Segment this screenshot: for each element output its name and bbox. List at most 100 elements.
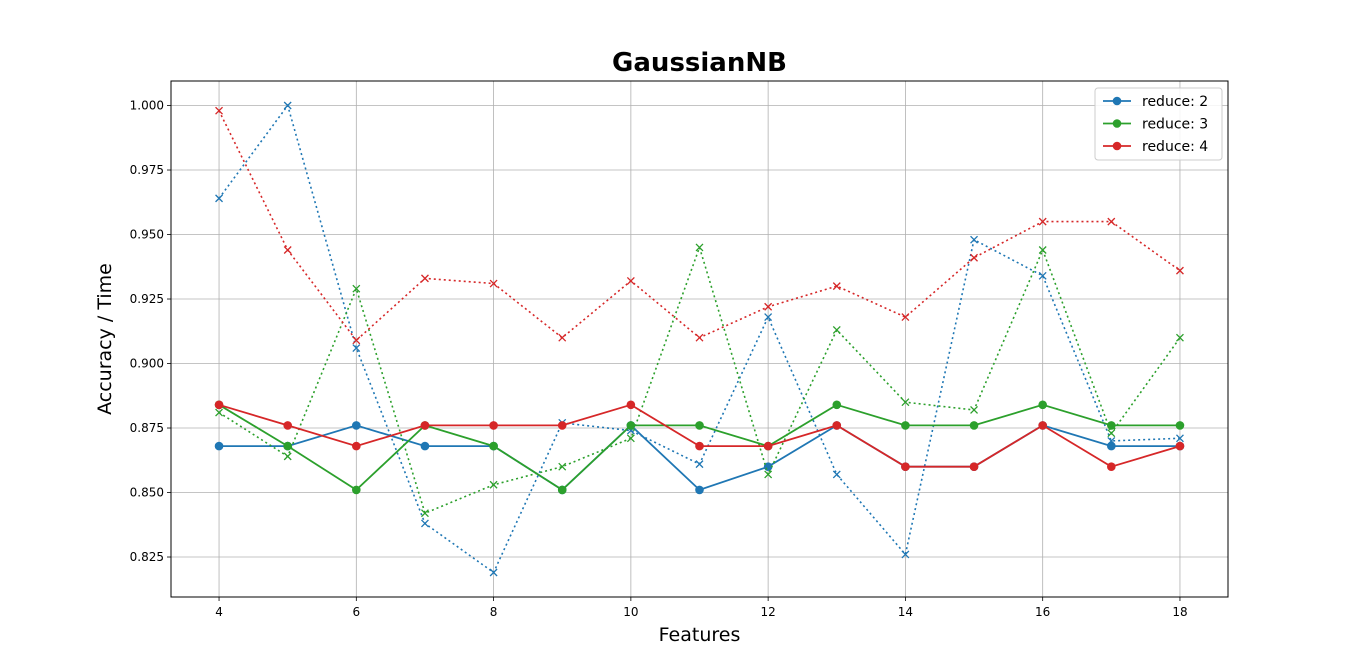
accuracy-point	[352, 421, 361, 430]
accuracy-point	[763, 441, 773, 451]
legend-item: reduce: 4	[1103, 139, 1208, 155]
y-tick-label: 0.925	[130, 292, 164, 306]
time-point	[764, 313, 773, 322]
x-tick-label: 16	[1035, 605, 1050, 619]
time-point	[1175, 266, 1184, 275]
time-point	[695, 243, 704, 252]
accuracy-point	[695, 421, 704, 430]
accuracy-point	[1038, 400, 1047, 410]
time-point	[764, 470, 773, 479]
x-tick-label: 6	[352, 605, 360, 619]
time-point	[1107, 217, 1116, 226]
time-point	[970, 253, 979, 262]
accuracy-point	[1175, 421, 1185, 430]
accuracy-point	[283, 421, 292, 430]
accuracy-point	[969, 421, 979, 430]
x-tick-label: 14	[898, 605, 913, 619]
legend-label: reduce: 2	[1142, 94, 1208, 110]
x-tick-label: 8	[490, 605, 498, 619]
time-point	[489, 480, 498, 489]
accuracy-point	[695, 485, 704, 495]
time-point	[283, 246, 292, 254]
legend-label: reduce: 4	[1142, 139, 1208, 155]
accuracy-point	[969, 462, 979, 472]
plot-area-frame	[170, 80, 1229, 598]
time-point	[1038, 246, 1047, 254]
accuracy-point	[695, 441, 704, 451]
accuracy-point	[901, 462, 910, 472]
y-tick-label: 0.875	[130, 421, 164, 435]
time-point	[352, 344, 361, 352]
y-tick-label: 0.825	[130, 550, 164, 564]
time-point	[420, 509, 429, 518]
time-point	[489, 568, 498, 577]
chart-title: GaussianNB	[612, 48, 787, 78]
legend-box	[1094, 87, 1223, 161]
x-tick-label: 12	[760, 605, 775, 619]
time-point	[970, 235, 979, 244]
y-tick-label: 0.900	[130, 357, 164, 371]
time-point	[832, 326, 841, 334]
time-point	[832, 470, 841, 479]
accuracy-point	[626, 400, 636, 410]
x-tick-label: 4	[215, 605, 223, 619]
y-tick-label: 0.975	[130, 163, 164, 177]
legend-item: reduce: 2	[1103, 94, 1208, 110]
accuracy-point	[1107, 421, 1116, 430]
accuracy-point	[214, 400, 224, 410]
accuracy-point	[283, 441, 292, 451]
series-2	[214, 243, 1185, 518]
time-point	[832, 282, 841, 291]
time-point	[626, 276, 635, 285]
time-point	[215, 106, 224, 115]
accuracy-point	[420, 441, 430, 451]
accuracy-point	[1175, 441, 1185, 451]
accuracy-point	[352, 485, 361, 495]
accuracy-point	[1107, 441, 1116, 451]
series-3	[214, 106, 1185, 472]
legend-label: reduce: 3	[1142, 117, 1208, 133]
accuracy-point	[214, 441, 224, 451]
time-point	[489, 279, 498, 288]
accuracy-point	[489, 441, 498, 451]
time-point	[764, 302, 773, 311]
time-point	[626, 434, 635, 443]
x-axis-label: Features	[659, 624, 741, 646]
time-point	[352, 284, 361, 293]
x-axis-ticks: 4 6 8 10 12 14 16 18	[215, 597, 1188, 619]
accuracy-point	[1107, 462, 1116, 472]
accuracy-point	[626, 421, 636, 430]
legend: reduce: 2 reduce: 3 reduce: 4	[1094, 87, 1223, 161]
y-axis-ticks: 0.825 0.850 0.875 0.900 0.925 0.950 0.975 1.000	[130, 99, 171, 564]
accuracy-point	[420, 421, 430, 430]
time-point	[420, 274, 429, 283]
time-point	[1038, 217, 1047, 226]
time-point	[901, 313, 910, 322]
y-tick-label: 0.850	[130, 486, 164, 500]
accuracy-point	[557, 485, 567, 495]
x-tick-label: 10	[623, 605, 638, 619]
time-point	[283, 101, 292, 110]
accuracy-point	[832, 421, 842, 430]
time-point	[558, 333, 567, 342]
y-tick-label: 1.000	[130, 99, 164, 113]
time-point	[420, 519, 429, 528]
legend-marker	[1112, 96, 1122, 106]
time-point	[901, 398, 910, 407]
x-tick-label: 18	[1172, 605, 1187, 619]
time-point	[558, 462, 567, 471]
legend-marker	[1112, 119, 1122, 128]
time-point	[352, 336, 361, 345]
legend-marker	[1112, 141, 1122, 151]
time-point	[901, 550, 910, 559]
time-point	[1175, 333, 1184, 342]
legend-item: reduce: 3	[1103, 117, 1208, 133]
time-point	[695, 333, 704, 342]
time-point	[695, 460, 704, 469]
time-point	[1175, 434, 1184, 443]
accuracy-point	[832, 400, 842, 410]
y-axis-label: Accuracy / Time	[94, 263, 116, 415]
accuracy-point	[557, 421, 567, 430]
time-point	[215, 194, 224, 203]
